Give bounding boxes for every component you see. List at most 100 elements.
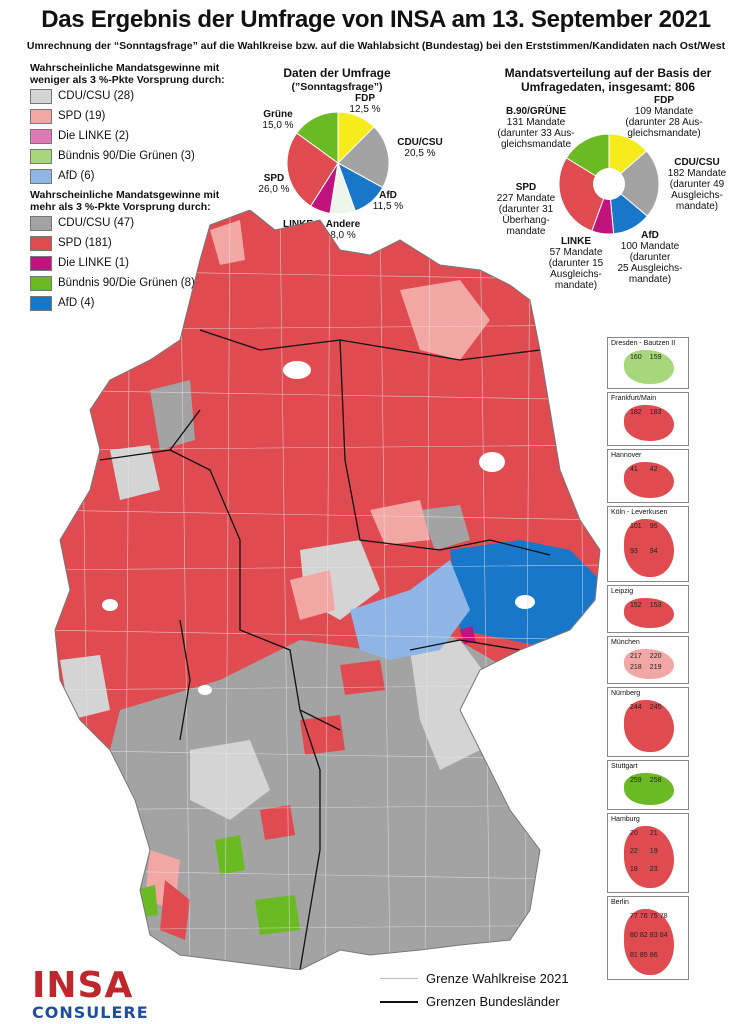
seat-label-line: (darunter 31 bbox=[498, 204, 554, 215]
seat-label-name: CDU/CSU bbox=[674, 157, 720, 168]
legend-weak-item: AfD (6) bbox=[30, 166, 230, 186]
legend-weak-swatch bbox=[30, 108, 52, 124]
legend-weak-item: SPD (19) bbox=[30, 106, 230, 126]
poll-label-value: 26,0 % bbox=[258, 184, 290, 195]
seat-label-line: (darunter bbox=[629, 252, 671, 263]
seat-chart-title: Mandatsverteilung auf der Basis der Umfr… bbox=[504, 66, 712, 94]
legend-laender-border: Grenzen Bundesländer bbox=[380, 994, 560, 1009]
legend-weak-label: Bündnis 90/Die Grünen (3) bbox=[58, 150, 195, 162]
legend-weak-label: CDU/CSU (28) bbox=[58, 90, 135, 102]
inset-title: Hamburg bbox=[611, 816, 640, 823]
seat-label-line: Ausgleichs- bbox=[671, 190, 723, 201]
seat-label-b-90-gr-ne: B.90/GRÜNE 131 Mandate (darunter 33 Aus-gl… bbox=[494, 106, 578, 150]
seat-label-line: 25 Ausgleichs- bbox=[617, 263, 683, 274]
inset-constituency-number: 18 bbox=[630, 866, 638, 873]
inset-constituency-number: 23 bbox=[649, 866, 658, 873]
legend-weak-label: AfD (6) bbox=[58, 170, 95, 182]
inset-dresden-bautzen-ii: Dresden - Bautzen II 160 159 bbox=[607, 337, 689, 389]
inset-title: Dresden - Bautzen II bbox=[611, 340, 676, 347]
seat-label-line: 131 Mandate bbox=[506, 117, 566, 128]
seat-label-line: (darunter 49 bbox=[669, 179, 725, 190]
inset-constituency-number: 78 bbox=[659, 913, 668, 920]
legend-weak-item: CDU/CSU (28) bbox=[30, 86, 230, 106]
seat-label-afd: AfD 100 Mandate (darunter 25 Ausgleichs-man… bbox=[612, 230, 688, 285]
legend-weak-swatch bbox=[30, 168, 52, 184]
inset-constituency-number: 82 bbox=[639, 932, 648, 940]
insa-logo: INSA CONSULERE bbox=[32, 968, 149, 1022]
inset-n-rnberg: Nürnberg 244 245 bbox=[607, 687, 689, 757]
seat-label-line: 57 Mandate bbox=[549, 247, 603, 258]
inset-area bbox=[624, 909, 674, 975]
poll-label-name: CDU/CSU bbox=[397, 137, 443, 148]
poll-label-name: Andere bbox=[325, 219, 361, 230]
poll-chart-title-text: Daten der Umfrage bbox=[283, 66, 391, 80]
inset-constituency-number: 160 bbox=[630, 354, 642, 361]
inset-constituency-number: 244 bbox=[630, 704, 642, 711]
seat-label-line: gleichsmandate bbox=[500, 139, 572, 150]
inset-constituency-number: 152 bbox=[630, 602, 642, 609]
seat-label-line: (darunter 33 Aus- bbox=[497, 128, 575, 139]
inset-area bbox=[624, 519, 674, 577]
seat-label-fdp: FDP 109 Mandate (darunter 28 Aus-gleichsma… bbox=[618, 95, 710, 139]
inset-frankfurt-main: Frankfurt/Main 182 183 bbox=[607, 392, 689, 446]
legend-weak-swatch bbox=[30, 148, 52, 164]
seat-label-name: AfD bbox=[641, 230, 659, 241]
legend-strong-label: CDU/CSU (47) bbox=[58, 217, 135, 229]
inset-title: Stuttgart bbox=[611, 763, 638, 770]
legend-weak-swatch bbox=[30, 128, 52, 144]
inset-area bbox=[624, 826, 674, 888]
inset-constituency-number: 101 bbox=[630, 523, 642, 530]
poll-label-name: SPD bbox=[263, 173, 285, 184]
wahlkreise-line-swatch bbox=[380, 978, 418, 979]
inset-title: Leipzig bbox=[611, 588, 634, 595]
poll-pie-chart bbox=[286, 111, 390, 215]
inset-constituency-number: 84 bbox=[659, 932, 668, 940]
inset-constituency-number: 258 bbox=[649, 777, 662, 784]
poll-label-fdp: FDP 12,5 % bbox=[345, 93, 385, 115]
legend-strong-item: CDU/CSU (47) bbox=[30, 213, 230, 233]
seat-label-line: mandate) bbox=[675, 201, 719, 212]
seat-label-name: SPD bbox=[515, 182, 537, 193]
poll-label-cdu-csu: CDU/CSU 20,5 % bbox=[392, 137, 448, 159]
laender-label: Grenzen Bundesländer bbox=[426, 994, 560, 1009]
inset-area bbox=[624, 405, 674, 441]
inset-area bbox=[624, 350, 674, 384]
inset-title: Nürnberg bbox=[611, 690, 641, 697]
legend-weak-label: SPD (19) bbox=[58, 110, 106, 122]
logo-sub-text: CONSULERE bbox=[32, 1003, 149, 1022]
seat-label-line: mandate bbox=[506, 226, 546, 237]
seat-label-line: 227 Mandate bbox=[496, 193, 556, 204]
seat-label-cdu-csu: CDU/CSU 182 Mandate (darunter 49 Ausgleichs… bbox=[662, 157, 732, 212]
seat-label-name: FDP bbox=[654, 95, 674, 106]
inset-constituency-number: 20 bbox=[630, 830, 638, 837]
poll-slice-cdu-csu bbox=[337, 126, 390, 189]
legend-strong-swatch bbox=[30, 295, 52, 311]
seat-label-line: (darunter 28 Aus- bbox=[625, 117, 703, 128]
poll-label-value: 11,5 % bbox=[372, 201, 404, 212]
seat-slice-cdu-csu bbox=[608, 150, 660, 217]
seat-label-line: Ausgleichs- bbox=[550, 269, 602, 280]
legend-strong-item: SPD (181) bbox=[30, 233, 230, 253]
legend-weak-swatch bbox=[30, 88, 52, 104]
legend-strong-label: Die LINKE (1) bbox=[58, 257, 129, 269]
inset-area bbox=[624, 700, 674, 752]
inset-constituency-number: 80 bbox=[630, 932, 638, 940]
inset-constituency-number: 182 bbox=[630, 409, 642, 416]
legend-strong-heading: Wahrscheinliche Mandatsgewinne mit mehr … bbox=[30, 189, 220, 213]
legend-weak-label: Die LINKE (2) bbox=[58, 130, 129, 142]
inset-berlin: Berlin 77 76 75 78 80 82 83 84 81 85 86 bbox=[607, 896, 689, 980]
seat-label-spd: SPD 227 Mandate (darunter 31 Überhang-manda… bbox=[492, 182, 560, 237]
inset-constituency-number: 83 bbox=[649, 932, 658, 940]
inset-constituency-number: 76 bbox=[639, 913, 648, 920]
logo-main-text: INSA bbox=[32, 965, 134, 1006]
inset-title: Berlin bbox=[611, 899, 629, 906]
inset-area bbox=[624, 773, 674, 805]
legend-strong-label: Bündnis 90/Die Grünen (8) bbox=[58, 277, 195, 289]
inset-constituency-number: 94 bbox=[649, 548, 658, 555]
page-subtitle: Umrechnung der “Sonntagsfrage” auf die W… bbox=[26, 40, 726, 52]
inset-constituency-number: 95 bbox=[649, 523, 658, 530]
seat-hole bbox=[593, 168, 625, 200]
inset-hannover: Hannover 41 42 bbox=[607, 449, 689, 503]
poll-label-andere: Andere 8,0 % bbox=[318, 219, 368, 241]
poll-label-spd: SPD 26,0 % bbox=[252, 173, 296, 195]
